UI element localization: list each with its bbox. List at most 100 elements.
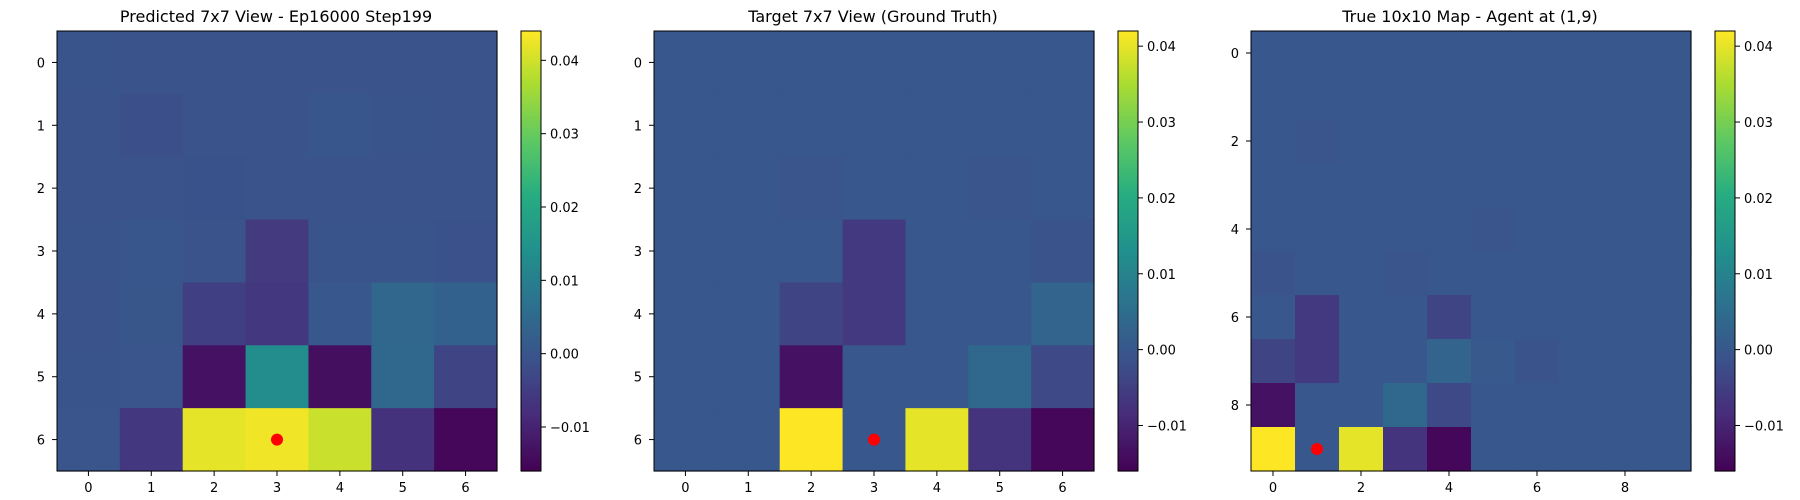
y-tick-label: 4 <box>634 308 642 323</box>
colorbar-segment <box>1118 327 1138 332</box>
heatmap-cell <box>371 282 435 346</box>
heatmap-cell <box>905 408 969 472</box>
colorbar-segment <box>1715 443 1735 448</box>
heatmap-cell <box>1647 383 1692 428</box>
heatmap-cell <box>119 156 184 221</box>
colorbar-frame <box>1714 30 1736 472</box>
colorbar-segment <box>521 231 541 236</box>
colorbar-segment <box>521 411 541 416</box>
heatmap-cell <box>779 93 844 158</box>
colorbar-segment <box>1118 75 1138 80</box>
colorbar-segment <box>1118 235 1138 240</box>
colorbar-segment <box>1118 243 1138 248</box>
colorbar-segment <box>1118 307 1138 312</box>
colorbar-segment <box>1715 219 1735 224</box>
colorbar-segment <box>1715 207 1735 212</box>
heatmap-cell <box>371 31 435 95</box>
colorbar-segment <box>521 187 541 192</box>
colorbar-segment <box>521 319 541 324</box>
colorbar-segment <box>521 407 541 412</box>
heatmap-cell <box>1603 119 1648 164</box>
colorbar-tick-label: 0.04 <box>1744 40 1773 55</box>
colorbar-segment <box>1118 91 1138 96</box>
heatmap-cell <box>1471 119 1516 164</box>
colorbar-segment <box>1118 79 1138 84</box>
colorbar-segment <box>1118 395 1138 400</box>
heatmap-cell <box>779 31 844 95</box>
heatmap-cell <box>245 282 310 346</box>
heatmap-cell <box>1603 383 1648 428</box>
heatmap-cell <box>119 219 184 284</box>
colorbar-segment <box>521 383 541 388</box>
colorbar-segment <box>1118 191 1138 196</box>
colorbar-segment <box>1118 187 1138 192</box>
heatmap-cell <box>1383 251 1428 296</box>
y-tick-label: 6 <box>37 434 45 449</box>
x-tick-label: 0 <box>1269 481 1277 496</box>
y-tick-label: 4 <box>1231 223 1239 238</box>
heatmap-cell <box>1647 163 1692 208</box>
colorbar-segment <box>1118 139 1138 144</box>
heatmap-cell <box>1383 207 1428 252</box>
heatmap-cell <box>1295 251 1340 296</box>
colorbar-segment <box>1715 423 1735 428</box>
colorbar-segment <box>521 243 541 248</box>
x-tick-label: 2 <box>807 481 815 496</box>
colorbar-segment <box>1715 427 1735 432</box>
colorbar-segment <box>1715 91 1735 96</box>
heatmap-cell <box>1295 207 1340 252</box>
heatmap-cell <box>308 282 372 346</box>
colorbar-segment <box>521 415 541 420</box>
colorbar-segment <box>1715 331 1735 336</box>
heatmap-cell <box>1471 383 1516 428</box>
colorbar-segment <box>521 443 541 448</box>
colorbar-segment <box>1715 107 1735 112</box>
colorbar-segment <box>521 83 541 88</box>
colorbar-segment <box>1118 371 1138 376</box>
colorbar-segment <box>521 315 541 320</box>
colorbar-segment <box>1715 299 1735 304</box>
heatmap-cell <box>1603 251 1648 296</box>
colorbar-segment <box>521 279 541 284</box>
colorbar-tick-label: 0.03 <box>1744 116 1773 131</box>
colorbar-segment <box>1118 451 1138 456</box>
heatmap-cell <box>1339 163 1384 208</box>
heatmap-cell <box>654 282 718 346</box>
colorbar-segment <box>521 175 541 180</box>
colorbar-segment <box>1715 459 1735 464</box>
colorbar-tick-label: 0.04 <box>550 54 579 69</box>
colorbar-segment <box>1118 155 1138 160</box>
colorbar-segment <box>521 379 541 384</box>
colorbar-segment <box>521 159 541 164</box>
colorbar-segment <box>521 199 541 204</box>
heatmap-cell <box>716 31 781 95</box>
y-tick-label: 1 <box>634 119 642 134</box>
colorbar-segment <box>521 67 541 72</box>
colorbar-segment <box>1715 35 1735 40</box>
colorbar-segment <box>1715 315 1735 320</box>
colorbar-segment <box>1715 115 1735 120</box>
colorbar-segment <box>1715 131 1735 136</box>
heatmap-cell <box>779 345 844 409</box>
heatmap-cell <box>1295 119 1340 164</box>
heatmap-cell <box>1515 339 1560 384</box>
heatmap-cell <box>1471 339 1516 384</box>
colorbar-segment <box>1118 215 1138 220</box>
colorbar-segment <box>521 359 541 364</box>
y-tick-label: 3 <box>37 245 45 260</box>
heatmap-cell <box>1427 339 1472 384</box>
heatmap-cell <box>1603 339 1648 384</box>
colorbar-segment <box>521 271 541 276</box>
colorbar-segment <box>1715 319 1735 324</box>
colorbar-segment <box>1118 107 1138 112</box>
agent-marker <box>1311 443 1323 455</box>
heatmap-cell <box>905 156 969 221</box>
colorbar-segment <box>521 247 541 252</box>
heatmap-cell <box>654 93 718 158</box>
colorbar-segment <box>1715 147 1735 152</box>
colorbar-segment <box>521 323 541 328</box>
heatmap-cell <box>1427 75 1472 120</box>
colorbar-segment <box>1715 235 1735 240</box>
heatmap-cell <box>1559 383 1604 428</box>
colorbar-segment <box>521 327 541 332</box>
